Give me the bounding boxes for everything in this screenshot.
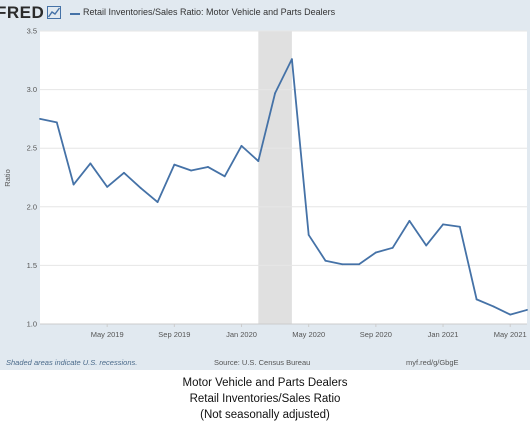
caption-line-1: Motor Vehicle and Parts Dealers — [182, 377, 348, 389]
data-point — [425, 244, 428, 247]
data-point — [290, 58, 293, 61]
data-point — [458, 225, 461, 228]
data-point — [139, 187, 142, 189]
data-point — [391, 246, 394, 249]
data-point — [408, 219, 411, 222]
data-point — [526, 309, 528, 311]
data-point — [374, 251, 377, 254]
y-tick-label: 3.0 — [27, 85, 37, 94]
data-point — [475, 298, 478, 301]
y-tick-label: 2.0 — [27, 202, 37, 211]
caption-line-3: (Not seasonally adjusted) — [200, 409, 330, 421]
chart-header: FRED Retail Inventories/Sales Ratio: Mot… — [0, 0, 530, 28]
x-tick-label: May 2021 — [494, 330, 527, 339]
fred-logo[interactable]: FRED — [0, 3, 45, 22]
y-axis-title: Ratio — [3, 169, 12, 187]
x-tick-label: Jan 2021 — [428, 330, 459, 339]
recession-shade — [258, 31, 292, 324]
y-tick-label: 2.5 — [27, 144, 37, 153]
data-point — [89, 162, 92, 165]
x-tick-label: Sep 2019 — [158, 330, 190, 339]
y-tick-label: 1.5 — [27, 261, 37, 270]
legend-line-swatch — [70, 13, 80, 15]
data-point — [257, 160, 260, 162]
data-point — [240, 144, 243, 147]
data-point — [55, 121, 58, 124]
data-point — [123, 171, 125, 174]
legend-label: Retail Inventories/Sales Ratio: Motor Ve… — [83, 7, 336, 17]
fred-logo-chart-icon — [47, 6, 61, 19]
series-line — [39, 58, 528, 316]
data-point — [358, 263, 360, 266]
data-point — [341, 263, 344, 266]
short-url-link[interactable]: myf.red/g/GbgE — [406, 358, 459, 367]
data-point — [324, 259, 327, 262]
data-point — [492, 305, 495, 308]
data-point — [207, 166, 209, 168]
data-point — [307, 234, 310, 236]
data-point — [106, 185, 109, 188]
y-tick-label: 1.0 — [27, 320, 37, 329]
chart-panel: FRED Retail Inventories/Sales Ratio: Mot… — [0, 0, 530, 370]
data-point — [442, 223, 444, 226]
x-tick-label: May 2020 — [292, 330, 325, 339]
x-tick-label: Sep 2020 — [360, 330, 392, 339]
data-point — [223, 175, 226, 178]
recession-note: Shaded areas indicate U.S. recessions. — [6, 358, 138, 367]
data-point — [274, 92, 277, 95]
data-point — [509, 313, 512, 316]
data-point — [156, 201, 159, 204]
data-point — [39, 118, 41, 120]
caption-line-2: Retail Inventories/Sales Ratio — [189, 393, 341, 405]
source-text: Source: U.S. Census Bureau — [214, 358, 311, 367]
x-tick-label: May 2019 — [91, 330, 124, 339]
data-point — [190, 169, 193, 172]
data-point — [173, 163, 176, 166]
data-point — [72, 183, 75, 186]
y-tick-label: 3.5 — [27, 27, 37, 36]
x-tick-label: Jan 2020 — [226, 330, 257, 339]
line-chart: 1.0 1.5 2.0 2.5 3.0 3.5 May 2019 Sep 2019 Jan 20… — [3, 27, 528, 339]
